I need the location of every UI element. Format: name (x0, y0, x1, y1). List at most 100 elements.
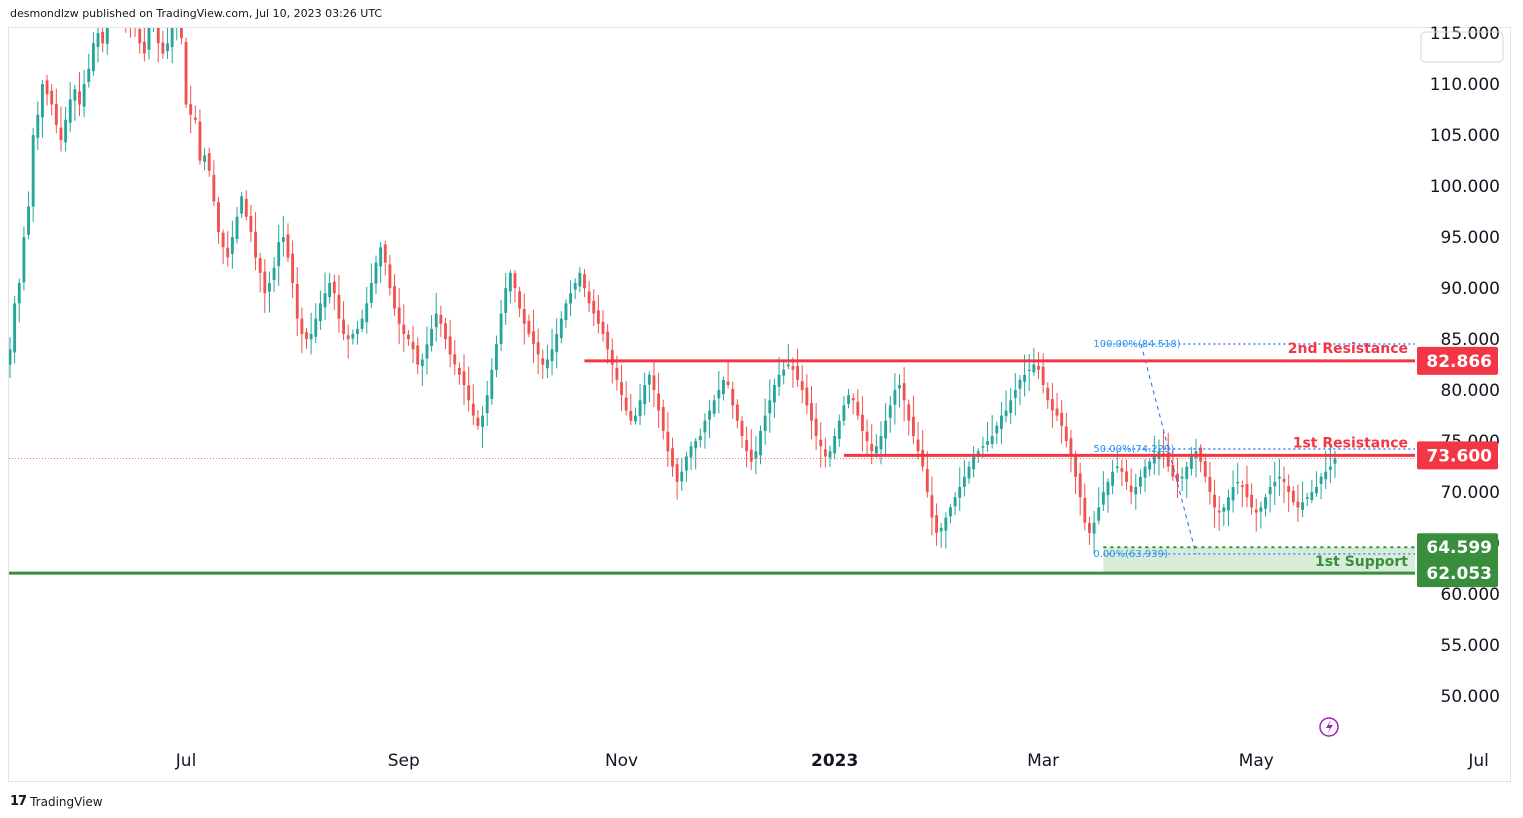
candle-body (550, 349, 554, 362)
candle-body (1305, 497, 1309, 499)
candle-body (962, 476, 966, 487)
candle-body (559, 318, 563, 338)
candle-body (995, 425, 999, 434)
candle-body (249, 215, 253, 232)
candle-body (1273, 481, 1277, 487)
candle-body (110, 3, 113, 16)
candle-body (638, 400, 642, 417)
candle-body (1023, 374, 1027, 382)
price-tag-box (1417, 441, 1498, 470)
candle-body (532, 331, 535, 345)
price-tag-box (1417, 559, 1498, 588)
candle-body (1240, 485, 1244, 487)
candle-body (935, 515, 939, 533)
candle-body (666, 431, 670, 452)
candle-body (420, 359, 424, 367)
candle-body (309, 334, 313, 340)
candle-body (759, 430, 762, 456)
candle-body (782, 369, 786, 376)
candle-body (958, 487, 962, 498)
candle-body (221, 232, 225, 248)
candle-body (606, 331, 610, 350)
candle-body (689, 446, 693, 458)
x-axis-tick-label: Mar (1027, 751, 1059, 771)
candle-body (1301, 502, 1305, 510)
candle-body (1189, 456, 1193, 469)
candle-body (726, 381, 730, 385)
candle-body (383, 244, 387, 263)
candle-body (652, 375, 656, 391)
candle-body (481, 415, 484, 428)
candle-body (1315, 487, 1318, 494)
candle-body (1217, 510, 1221, 513)
candle-body (888, 405, 892, 418)
lightning-icon[interactable] (1319, 717, 1339, 737)
candle-body (610, 349, 614, 365)
candle-body (1078, 473, 1082, 498)
candle-body (1222, 507, 1226, 512)
candle-body (332, 281, 336, 294)
candle-body (675, 464, 679, 482)
candle-body (476, 417, 480, 426)
candle-body (1166, 452, 1170, 467)
candle-body (615, 367, 619, 380)
candle-body (703, 420, 707, 433)
x-axis-tick-label: Jul (1467, 751, 1489, 771)
candle-body (596, 310, 600, 324)
candle-body (925, 468, 929, 493)
candle-body (448, 336, 452, 355)
y-axis-tick-label: 95.000 (1441, 228, 1500, 248)
candle-body (518, 291, 522, 309)
candle-body (13, 303, 17, 353)
fib-level-label: 50.00%(74.229) (1093, 444, 1174, 455)
candle-body (898, 385, 901, 389)
candle-body (485, 395, 489, 414)
candle-body (235, 216, 239, 239)
price-tag-label: 62.053 (1426, 564, 1492, 584)
candle-body (1277, 476, 1281, 479)
candle-body (545, 359, 549, 369)
x-axis-tick-label: May (1239, 751, 1274, 771)
candle-body (1185, 466, 1189, 480)
candle-body (1004, 410, 1008, 417)
candle-body (1037, 365, 1040, 370)
candle-body (842, 405, 846, 421)
candle-body (712, 400, 716, 414)
tradingview-brand: TradingView (30, 794, 103, 809)
candle-body (138, 29, 142, 44)
support-label: 1st Support (1315, 554, 1408, 570)
candle-body (990, 436, 994, 444)
candle-body (281, 237, 285, 242)
candle-body (907, 404, 911, 421)
candle-body (1319, 476, 1323, 484)
candle-body (295, 283, 299, 319)
price-scale-button[interactable] (1420, 31, 1504, 63)
candle-body (814, 418, 818, 436)
x-axis-tick-label: Jul (175, 751, 197, 771)
candle-body (564, 303, 568, 321)
candle-body (1143, 466, 1147, 478)
candle-body (471, 403, 475, 416)
candle-body (731, 388, 735, 406)
candle-body (1101, 492, 1105, 505)
candle-body (230, 237, 234, 254)
candle-body (416, 345, 420, 365)
candle-body (634, 415, 637, 422)
candle-body (573, 283, 577, 290)
candle-body (1050, 399, 1054, 411)
candle-body (698, 436, 702, 441)
candle-body (175, 8, 178, 22)
candle-body (1333, 458, 1337, 464)
candle-body (1041, 366, 1045, 385)
candle-body (166, 43, 169, 52)
candle-body (972, 456, 976, 470)
candle-body (1097, 507, 1101, 521)
y-axis-tick-label: 55.000 (1441, 636, 1500, 656)
candle-body (874, 446, 878, 454)
candle-body (647, 374, 651, 385)
candle-body (1074, 456, 1077, 477)
candle-body (1088, 523, 1091, 533)
candle-body (555, 334, 559, 353)
candle-body (1115, 466, 1119, 469)
